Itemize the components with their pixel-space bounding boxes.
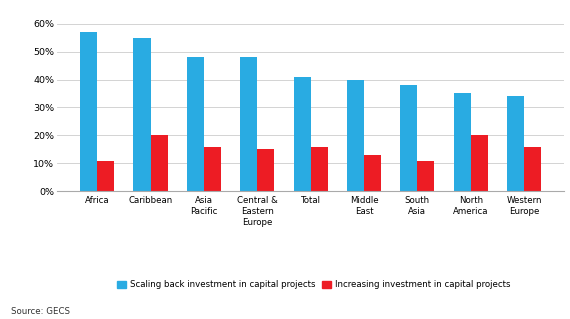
Bar [454,93,471,191]
Bar [400,85,417,191]
Bar [507,96,524,191]
Bar [133,38,150,191]
Text: Source: GECS: Source: GECS [11,307,71,316]
Bar [347,79,364,191]
Bar [417,161,434,191]
Bar [97,161,114,191]
Bar [204,147,221,191]
Bar [471,136,488,191]
Bar [150,136,168,191]
Bar [187,57,204,191]
Bar [524,147,541,191]
Bar [294,77,311,191]
Bar [364,155,381,191]
Bar [257,149,274,191]
Bar [311,147,328,191]
Legend: Scaling back investment in capital projects, Increasing investment in capital pr: Scaling back investment in capital proje… [117,280,510,289]
Bar [240,57,257,191]
Bar [80,32,97,191]
